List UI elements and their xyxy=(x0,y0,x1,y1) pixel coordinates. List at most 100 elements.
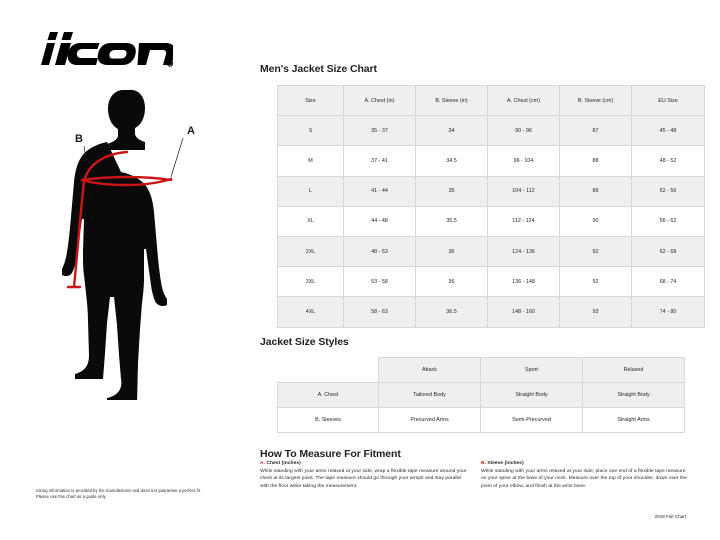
styles-cell-sport: Straight Body xyxy=(480,382,583,408)
cell-sleeve-cm: 93 xyxy=(559,296,632,328)
cell-size: S xyxy=(277,115,344,147)
cell-chest-in: 41 - 44 xyxy=(343,175,416,207)
styles-cell-attack: Tailored Body xyxy=(378,382,481,408)
fitment-sleeve-heading-text: Sleeve (Inches) xyxy=(486,461,524,466)
styles-table-col-relaxed: Relaxed xyxy=(582,357,685,383)
styles-row-label: B. Sleeves xyxy=(277,407,379,433)
left-illustration-panel: R xyxy=(0,0,250,540)
table-row: 4XL 58 - 63 36.5 148 - 160 93 74 - 80 xyxy=(277,296,705,328)
styles-table-corner-cell xyxy=(277,357,379,383)
cell-size: L xyxy=(277,175,344,207)
jacket-size-styles-heading: Jacket Size Styles xyxy=(260,336,349,348)
cell-eu-size: 74 - 80 xyxy=(631,296,705,328)
cell-sleeve-cm: 88 xyxy=(559,145,632,177)
body-measurement-figure: A B xyxy=(55,80,220,400)
cell-sleeve-in: 34 xyxy=(415,115,488,147)
styles-table-header-row: Attack Sport Relaxed xyxy=(277,357,685,383)
size-table-col-chest-in: A. Chest (in) xyxy=(343,84,416,117)
cell-chest-cm: 112 - 124 xyxy=(487,205,560,237)
table-row: XL 44 - 48 35.5 112 - 124 90 56 - 62 xyxy=(277,205,705,237)
svg-text:R: R xyxy=(169,62,172,66)
size-table-header-row: Size A. Chest (in) B. Sleeve (in) A. Che… xyxy=(277,84,705,117)
cell-chest-cm: 148 - 160 xyxy=(487,296,560,328)
cell-sleeve-cm: 92 xyxy=(559,266,632,298)
table-row: M 37 - 41 34.5 96 - 104 88 48 - 52 xyxy=(277,145,705,177)
fitment-chest-body: While standing with your arms relaxed at… xyxy=(260,468,467,490)
styles-cell-sport: Semi-Precurved xyxy=(480,407,583,433)
styles-cell-relaxed: Straight Body xyxy=(582,382,685,408)
cell-size: XL xyxy=(277,205,344,237)
disclaimer-line-1: Sizing information is provided by the ma… xyxy=(36,488,202,493)
cell-eu-size: 52 - 56 xyxy=(631,175,705,207)
styles-table-col-attack: Attack xyxy=(378,357,481,383)
cell-sleeve-in: 35.5 xyxy=(415,205,488,237)
cell-chest-cm: 90 - 96 xyxy=(487,115,560,147)
fitment-sleeve-body: While standing with your arms relaxed at… xyxy=(481,468,687,490)
mens-jacket-size-table: Size A. Chest (in) B. Sleeve (in) A. Che… xyxy=(277,84,705,328)
size-table-col-sleeve-cm: B. Sleeve (cm) xyxy=(559,84,632,117)
cell-chest-in: 44 - 48 xyxy=(343,205,416,237)
styles-cell-relaxed: Straight Arms xyxy=(582,407,685,433)
styles-cell-attack: Precurved Arms xyxy=(378,407,481,433)
figure-label-a: A xyxy=(187,125,195,137)
cell-sleeve-in: 36.5 xyxy=(415,296,488,328)
figure-label-b: B xyxy=(75,133,83,145)
cell-size: 2XL xyxy=(277,235,344,268)
table-row: 2XL 48 - 53 36 124 - 136 92 62 - 68 xyxy=(277,235,705,268)
cell-sleeve-in: 35 xyxy=(415,175,488,207)
cell-sleeve-cm: 92 xyxy=(559,235,632,268)
chart-season-footer: 2019 Fall Chart xyxy=(654,514,686,519)
icon-brand-logo: R xyxy=(33,27,173,73)
cell-chest-in: 37 - 41 xyxy=(343,145,416,177)
fitment-heading: How To Measure For Fitment xyxy=(260,448,401,460)
size-table-col-eu-size: EU Size xyxy=(631,84,705,117)
cell-sleeve-cm: 87 xyxy=(559,115,632,147)
cell-chest-in: 53 - 58 xyxy=(343,266,416,298)
styles-table-col-sport: Sport xyxy=(480,357,583,383)
table-row: A. Chest Tailored Body Straight Body Str… xyxy=(277,382,685,408)
fitment-chest-marker: A. xyxy=(260,461,265,466)
cell-chest-cm: 136 - 148 xyxy=(487,266,560,298)
cell-chest-cm: 104 - 112 xyxy=(487,175,560,207)
right-content-panel: Men's Jacket Size Chart Size A. Chest (i… xyxy=(260,0,705,540)
cell-chest-in: 48 - 53 xyxy=(343,235,416,268)
fitment-chest-heading-text: Chest (Inches) xyxy=(265,461,301,466)
fitment-sleeve-heading: B. Sleeve (Inches) xyxy=(481,461,688,466)
cell-eu-size: 45 - 48 xyxy=(631,115,705,147)
size-table-col-sleeve-in: B. Sleeve (in) xyxy=(415,84,488,117)
cell-size: M xyxy=(277,145,344,177)
cell-sleeve-in: 36 xyxy=(415,266,488,298)
fitment-item-sleeve: B. Sleeve (Inches) While standing with y… xyxy=(481,461,688,491)
cell-chest-in: 58 - 63 xyxy=(343,296,416,328)
table-row: L 41 - 44 35 104 - 112 89 52 - 56 xyxy=(277,175,705,207)
fitment-sleeve-marker: B. xyxy=(481,461,486,466)
cell-size: 3XL xyxy=(277,266,344,298)
cell-chest-in: 35 - 37 xyxy=(343,115,416,147)
cell-sleeve-in: 36 xyxy=(415,235,488,268)
fitment-chest-heading: A. Chest (Inches) xyxy=(260,461,467,466)
table-row: 3XL 53 - 58 36 136 - 148 92 68 - 74 xyxy=(277,266,705,298)
measurement-lines xyxy=(66,150,173,289)
table-row: S 35 - 37 34 90 - 96 87 45 - 48 xyxy=(277,115,705,147)
cell-chest-cm: 124 - 136 xyxy=(487,235,560,268)
cell-sleeve-cm: 90 xyxy=(559,205,632,237)
cell-eu-size: 48 - 52 xyxy=(631,145,705,177)
mannequin-silhouette xyxy=(62,89,167,400)
sizing-disclaimer: Sizing information is provided by the ma… xyxy=(36,488,236,501)
size-chart-heading: Men's Jacket Size Chart xyxy=(260,63,377,75)
cell-chest-cm: 96 - 104 xyxy=(487,145,560,177)
size-table-col-size: Size xyxy=(277,84,344,117)
label-leader-lines xyxy=(83,137,184,178)
cell-eu-size: 56 - 62 xyxy=(631,205,705,237)
fitment-item-chest: A. Chest (Inches) While standing with yo… xyxy=(260,461,467,491)
cell-eu-size: 68 - 74 xyxy=(631,266,705,298)
cell-sleeve-cm: 89 xyxy=(559,175,632,207)
disclaimer-line-2: Please use this chart as a guide only xyxy=(36,494,106,500)
size-table-col-chest-cm: A. Chest (cm) xyxy=(487,84,560,117)
fitment-instructions: A. Chest (Inches) While standing with yo… xyxy=(260,461,688,491)
cell-size: 4XL xyxy=(277,296,344,328)
styles-row-label: A. Chest xyxy=(277,382,379,408)
jacket-size-styles-table: Attack Sport Relaxed A. Chest Tailored B… xyxy=(277,357,685,433)
table-row: B. Sleeves Precurved Arms Semi-Precurved… xyxy=(277,407,685,433)
cell-sleeve-in: 34.5 xyxy=(415,145,488,177)
